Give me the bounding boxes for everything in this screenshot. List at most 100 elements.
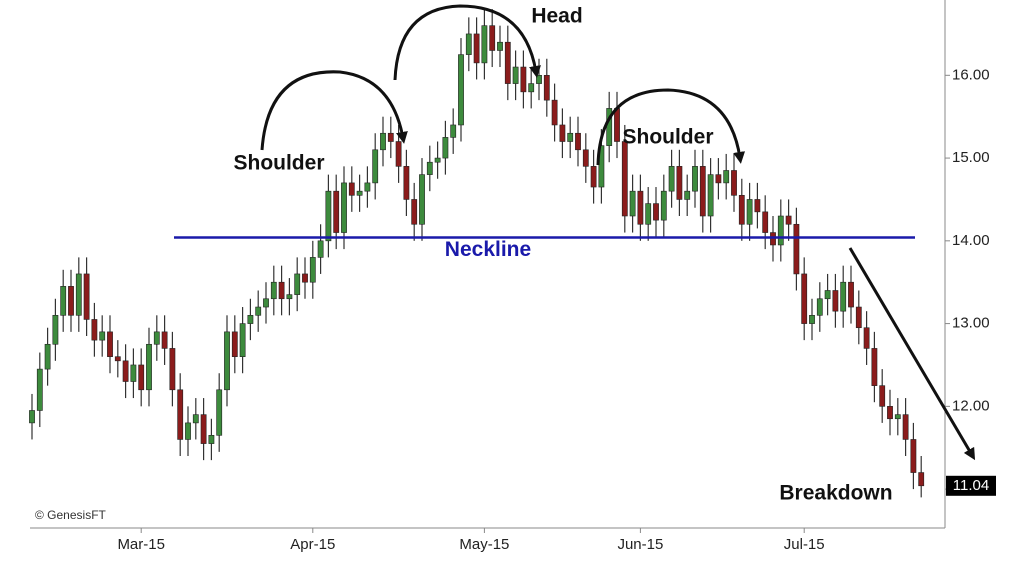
candle-body [598,145,605,188]
candle-body [473,33,480,64]
candle-body [263,298,269,308]
candle-body [715,174,722,184]
candle-body [302,273,308,283]
candle-body [723,170,730,184]
candle-body [442,137,449,159]
candle-body [918,472,925,487]
x-tick-label: Jul-15 [784,536,825,553]
candle-body [512,66,519,84]
candle-body [426,161,433,175]
head-arrow [393,4,541,81]
candle-body [746,199,753,225]
candle-body [122,360,129,382]
annotation: Head [531,5,582,28]
candle-body [504,41,511,84]
candle-body [887,406,893,420]
candle-body [809,315,815,324]
candle-body [871,348,878,386]
candle-body [294,273,301,295]
y-tick-label: 12.00 [952,397,990,414]
y-tick-label: 15.00 [952,149,990,166]
shoulder-arrow [596,88,746,166]
candle-body [333,190,340,233]
candle-body [192,414,199,424]
candle-body [621,141,628,217]
candle-body [559,124,566,142]
candle-body [247,315,254,324]
candle-body [36,368,43,411]
y-tick-label: 13.00 [952,315,990,332]
candle-body [177,389,184,440]
x-tick-label: May-15 [459,536,509,553]
candle-body [567,132,574,142]
candle-body [231,331,238,357]
candle-body [816,298,823,316]
candle-body [575,132,581,151]
candle-body [879,385,886,407]
candle-body [364,182,371,192]
candle-body [777,215,784,246]
candle-body [44,343,51,370]
candle-body [138,364,145,391]
candle-body [629,190,636,217]
candle-body [380,132,386,151]
annotation: Shoulder [622,126,713,149]
candle-body [848,281,854,308]
candle-body [590,166,597,188]
candle-body [684,190,691,200]
neckline-label: Neckline [445,238,531,261]
candle-body [832,290,839,312]
x-tick-label: Apr-15 [290,536,335,553]
candle-body [161,331,168,349]
candle-body [458,54,464,126]
candle-body [348,182,355,196]
candle-body [497,41,503,51]
candle-body [395,141,402,167]
candle-body [185,422,191,440]
candle-body [637,190,644,225]
candle-body [520,66,527,93]
candle-body [224,331,230,391]
candle-body [551,99,558,126]
last-price-label: 11.04 [953,477,989,494]
candle-body [762,211,769,233]
candle-body [239,323,246,357]
candle-body [910,439,917,473]
last-price-box [946,475,996,496]
candle-body [146,343,152,391]
candle-body [255,306,262,316]
candle-body [481,25,488,64]
candle-body [153,331,160,345]
candle-body [754,199,761,213]
candle-body [200,414,207,444]
y-tick-label: 14.00 [952,232,990,249]
candle-body [99,331,106,341]
candle-body [863,327,870,349]
candle-body [341,182,347,233]
y-tick-label: 16.00 [952,66,990,83]
candle-body [489,25,496,51]
candle-body [738,195,745,225]
candle-body [465,33,472,55]
candle-body [653,203,659,221]
annotation: Shoulder [233,152,324,175]
candle-body [450,124,457,138]
candle-body [325,190,332,242]
candle-body [216,389,223,436]
candle-body [894,414,901,420]
candle-body [855,306,862,329]
candle-body [434,157,441,163]
candle-body [692,166,698,192]
candle-body [107,331,113,357]
candle-body [286,294,293,300]
shoulder-arrow [260,70,408,151]
candle-body [668,166,675,192]
plot [29,9,950,533]
candle-body [840,281,847,312]
candle-body [317,240,324,258]
candle-body [411,199,418,225]
candle-body [785,215,792,225]
candle-body [731,170,737,196]
